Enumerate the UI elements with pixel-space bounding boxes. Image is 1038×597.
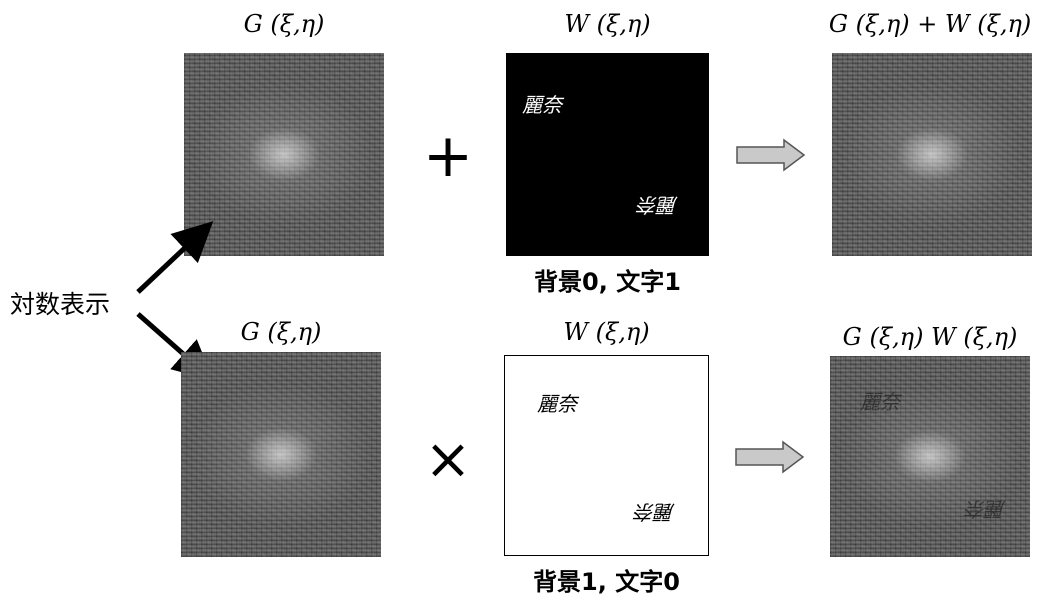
top-middle-label: W (ξ,η)	[564, 10, 651, 38]
top-caption: 背景0, 文字1	[534, 268, 681, 296]
top-watermark-image: 麗奈 麗奈	[506, 53, 709, 256]
log-display-label: 対数表示	[10, 290, 111, 319]
watermark-stamp-bottom: 麗奈	[635, 500, 675, 524]
top-left-label: G (ξ,η)	[243, 10, 325, 38]
top-left-spectrum-image	[184, 53, 384, 256]
embedded-watermark-bottom: 麗奈	[966, 497, 1006, 521]
bottom-caption: 背景1, 文字0	[533, 568, 680, 596]
bottom-left-label: G (ξ,η)	[240, 318, 322, 346]
bottom-right-label: G (ξ,η) W (ξ,η)	[842, 323, 1018, 351]
bottom-middle-label: W (ξ,η)	[563, 318, 650, 346]
watermark-stamp-bottom: 麗奈	[638, 193, 678, 217]
watermark-stamp-top: 麗奈	[537, 392, 577, 416]
times-operator: ×	[424, 427, 472, 492]
top-right-label: G (ξ,η) + W (ξ,η)	[828, 10, 1032, 38]
top-right-spectrum-image	[832, 53, 1032, 256]
bottom-arrow-icon	[735, 440, 805, 474]
embedded-watermark-top: 麗奈	[860, 390, 900, 414]
plus-operator: +	[422, 121, 474, 191]
watermark-stamp-top: 麗奈	[522, 93, 562, 117]
bottom-left-spectrum-image	[181, 352, 381, 557]
bottom-right-spectrum-image: 麗奈 麗奈	[830, 356, 1030, 557]
top-arrow-icon	[736, 138, 806, 172]
bottom-watermark-image: 麗奈 麗奈	[504, 355, 709, 556]
